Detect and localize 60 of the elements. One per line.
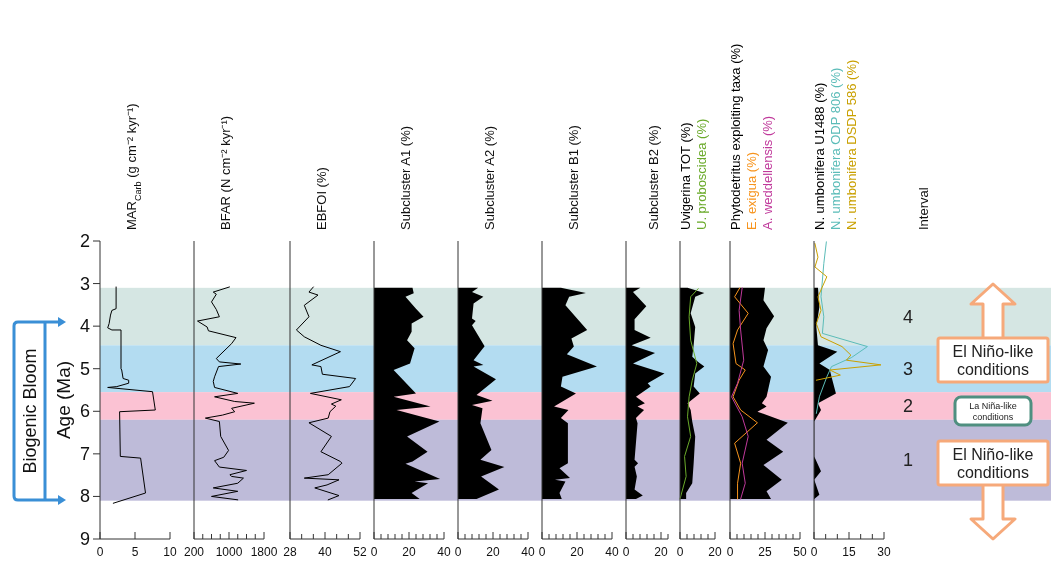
x-tick-label: 40 [437, 545, 451, 559]
chart-title: Subcluster A1 (%) [398, 125, 413, 230]
y-tick-label: 6 [79, 401, 90, 422]
text: Interval [916, 187, 931, 230]
y-tick-label: 9 [79, 529, 90, 549]
chart-title: BFAR (N cm⁻² kyr⁻¹) [218, 115, 233, 230]
band-label: 4 [902, 306, 914, 327]
y-tick-label: 5 [79, 358, 90, 379]
x-tick-label: 40 [605, 545, 619, 559]
x-tick-label: 20 [570, 545, 584, 559]
x-tick-label: 40 [318, 545, 332, 559]
chart-title: Subcluster A2 (%) [482, 125, 497, 230]
text: N. umbonifera DSDP 586 (%) [844, 59, 859, 230]
x-tick-label: 40 [521, 545, 535, 559]
x-tick-label: 0 [370, 545, 378, 559]
chart-title: Subcluster B1 (%) [566, 125, 581, 230]
text: La Niña-like conditions [969, 401, 1017, 422]
text: U. proboscidea (%) [694, 118, 709, 230]
band-label: 3 [902, 358, 914, 379]
x-tick-label: 0 [538, 545, 546, 559]
x-tick-label: 20 [654, 545, 668, 559]
text: El Niño-like conditions [952, 445, 1034, 482]
x-tick-label: 50 [793, 545, 807, 559]
y-axis-title: Age (Ma) [53, 360, 74, 440]
x-tick-label: 28 [283, 545, 297, 559]
band-label: 2 [902, 395, 914, 416]
text: A. weddellensis (%) [760, 115, 775, 230]
text: Biogenic Bloom [20, 348, 40, 474]
x-tick-label: 0 [96, 545, 104, 559]
x-tick-label: 1000 [215, 545, 243, 559]
chart-title: Subcluster B2 (%) [645, 125, 661, 230]
y-tick-label: 2 [79, 231, 90, 251]
x-tick-label: 0 [810, 545, 818, 559]
x-tick-label: 10 [163, 545, 177, 559]
chart-title: EBFOI (%) [314, 167, 329, 230]
x-tick-label: 20 [708, 545, 722, 559]
band-label: 1 [902, 450, 914, 471]
x-tick-label: 5 [131, 545, 139, 559]
y-tick-label: 3 [79, 273, 90, 294]
x-tick-label: 200 [183, 545, 205, 559]
x-tick-label: 1800 [250, 545, 278, 559]
text: Phytodetritus exploiting taxa (%) [728, 43, 743, 230]
x-tick-label: 25 [758, 545, 772, 559]
text: N. umbonifera ODP 806 (%) [828, 67, 843, 230]
y-tick-label: 8 [79, 486, 90, 507]
x-tick-label: 0 [622, 545, 630, 559]
x-tick-label: 0 [454, 545, 462, 559]
text: Uvigerina TOT (%) [678, 122, 693, 230]
text: E. exigua (%) [744, 151, 759, 230]
x-tick-label: 15 [842, 545, 856, 559]
text: N. umbonifera U1488 (%) [812, 82, 827, 230]
x-tick-label: 0 [676, 545, 684, 559]
x-tick-label: 30 [877, 545, 891, 559]
y-tick-label: 7 [79, 443, 90, 464]
y-tick-label: 4 [79, 316, 90, 337]
x-tick-label: 52 [353, 545, 367, 559]
text: El Niño-like conditions [952, 342, 1034, 379]
x-tick-label: 20 [486, 545, 500, 559]
x-tick-label: 0 [726, 545, 734, 559]
x-tick-label: 20 [402, 545, 416, 559]
